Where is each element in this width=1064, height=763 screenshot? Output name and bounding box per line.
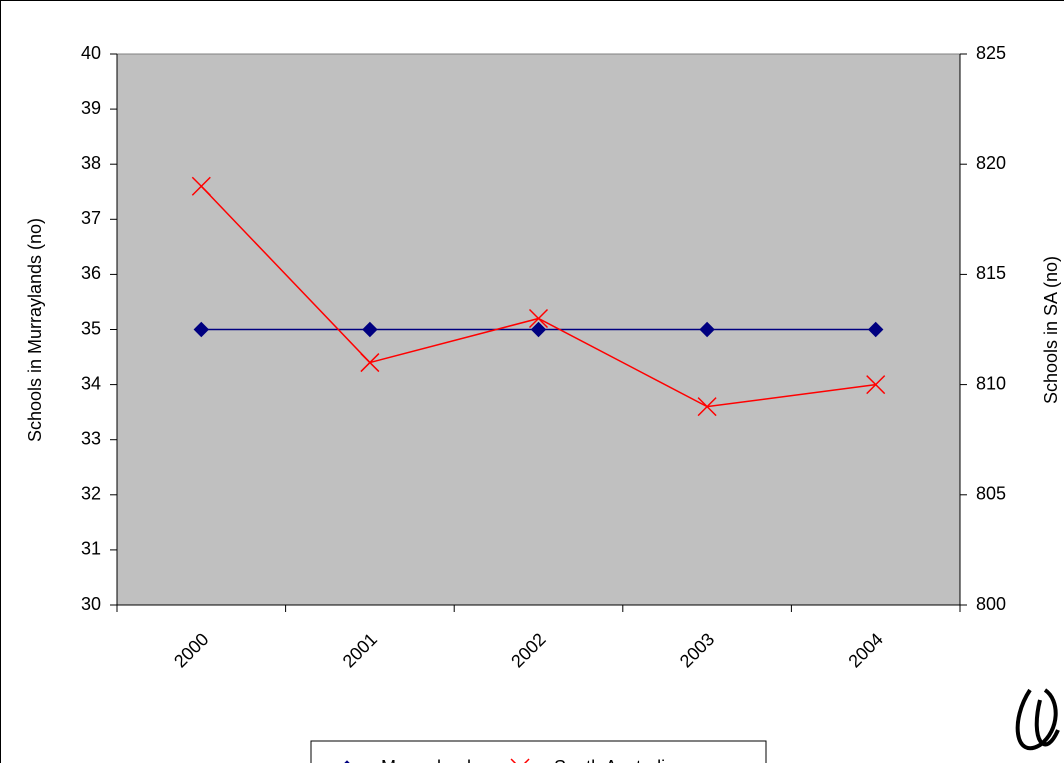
logo <box>1015 688 1060 751</box>
y-tick-label: 38 <box>81 153 101 173</box>
y-axis-title: Schools in Murraylands (no) <box>25 218 45 442</box>
y-tick-label: 37 <box>81 208 101 228</box>
legend-label: South Australia <box>554 757 676 763</box>
y-tick-label: 40 <box>81 43 101 63</box>
y-tick-label: 39 <box>81 98 101 118</box>
y2-axis-title: Schools in SA (no) <box>1041 256 1061 404</box>
y2-tick-label: 815 <box>976 263 1006 283</box>
marker <box>867 321 884 338</box>
y2-tick-label: 825 <box>976 43 1006 63</box>
marker <box>699 321 715 338</box>
marker <box>362 321 378 338</box>
marker <box>193 321 210 338</box>
marker <box>528 308 549 329</box>
y-tick-label: 30 <box>81 594 101 614</box>
y2-tick-label: 810 <box>976 373 1006 393</box>
marker <box>697 397 717 417</box>
y-tick-label: 34 <box>81 373 101 393</box>
y2-tick-label: 820 <box>976 153 1006 173</box>
marker <box>360 353 380 373</box>
legend <box>310 740 767 763</box>
y-tick-label: 31 <box>81 539 101 559</box>
y-tick-label: 35 <box>81 318 101 338</box>
legend-label: Murraylands <box>381 757 480 763</box>
y2-tick-label: 805 <box>976 484 1006 504</box>
marker <box>866 375 886 395</box>
marker <box>191 176 211 196</box>
y-tick-label: 32 <box>81 484 101 504</box>
y-tick-label: 33 <box>81 428 101 448</box>
marker <box>530 321 547 338</box>
marker <box>510 758 530 763</box>
y-tick-label: 36 <box>81 263 101 283</box>
y2-tick-label: 800 <box>976 594 1006 614</box>
